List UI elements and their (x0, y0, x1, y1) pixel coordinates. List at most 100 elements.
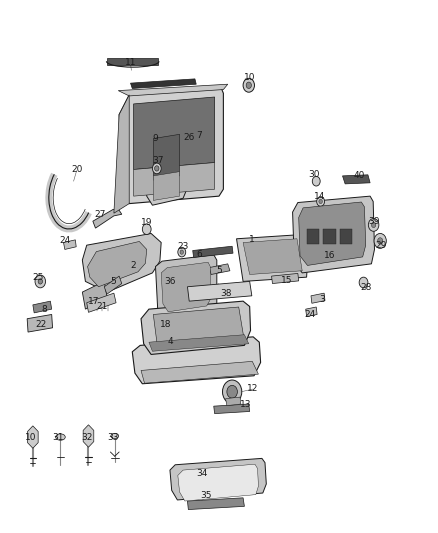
Polygon shape (311, 293, 325, 303)
Text: 22: 22 (35, 320, 46, 328)
Polygon shape (93, 209, 122, 228)
Polygon shape (104, 276, 122, 294)
Text: 40: 40 (353, 172, 365, 180)
Polygon shape (114, 95, 129, 213)
Polygon shape (64, 240, 76, 249)
Text: 36: 36 (164, 277, 176, 286)
Polygon shape (28, 426, 38, 448)
Text: 18: 18 (160, 320, 171, 328)
Ellipse shape (56, 434, 65, 440)
Text: 2: 2 (131, 261, 136, 270)
Text: 24: 24 (304, 310, 316, 319)
Text: 12: 12 (247, 384, 258, 392)
Ellipse shape (319, 199, 322, 204)
Polygon shape (153, 172, 180, 200)
Text: 7: 7 (196, 132, 202, 140)
Text: 3: 3 (319, 295, 325, 304)
Ellipse shape (368, 219, 379, 231)
Polygon shape (272, 273, 299, 284)
Polygon shape (293, 196, 374, 273)
Polygon shape (153, 134, 180, 180)
Ellipse shape (374, 233, 386, 248)
Ellipse shape (378, 238, 383, 244)
Ellipse shape (227, 385, 237, 398)
Polygon shape (187, 498, 244, 510)
Text: 35: 35 (200, 491, 212, 500)
Text: 37: 37 (152, 157, 163, 165)
Polygon shape (214, 404, 250, 414)
Ellipse shape (35, 275, 46, 288)
Text: 17: 17 (88, 297, 100, 306)
Polygon shape (131, 79, 196, 88)
Polygon shape (118, 84, 228, 96)
Polygon shape (153, 307, 244, 349)
Text: 20: 20 (71, 165, 82, 174)
Polygon shape (82, 281, 107, 309)
Text: 33: 33 (107, 433, 119, 441)
Ellipse shape (243, 78, 254, 92)
Text: 14: 14 (314, 192, 325, 200)
Text: 8: 8 (41, 305, 47, 313)
Text: 38: 38 (220, 289, 231, 297)
Polygon shape (237, 235, 309, 281)
Text: 23: 23 (177, 242, 189, 251)
Ellipse shape (371, 222, 376, 228)
Text: 10: 10 (244, 73, 255, 82)
Polygon shape (187, 281, 252, 301)
Text: 11: 11 (125, 59, 136, 67)
Polygon shape (134, 163, 215, 196)
Polygon shape (27, 314, 53, 332)
Text: 24: 24 (59, 237, 71, 245)
Polygon shape (155, 255, 217, 319)
Polygon shape (88, 241, 147, 287)
Text: 10: 10 (25, 433, 36, 441)
Polygon shape (340, 229, 352, 244)
Polygon shape (33, 301, 52, 313)
Ellipse shape (155, 166, 159, 171)
Text: 15: 15 (281, 276, 293, 285)
Ellipse shape (180, 250, 184, 254)
Polygon shape (299, 202, 366, 265)
Polygon shape (161, 262, 210, 312)
Text: 5: 5 (110, 277, 116, 286)
Text: 39: 39 (369, 217, 380, 225)
Ellipse shape (246, 82, 251, 88)
Text: 27: 27 (94, 210, 106, 219)
Text: 34: 34 (196, 469, 207, 478)
Ellipse shape (312, 176, 320, 186)
Ellipse shape (152, 163, 161, 174)
Text: 16: 16 (324, 252, 335, 260)
Text: 28: 28 (360, 284, 371, 292)
Polygon shape (141, 301, 251, 354)
Ellipse shape (142, 224, 151, 235)
Polygon shape (132, 337, 261, 384)
Ellipse shape (317, 197, 325, 206)
Polygon shape (119, 88, 223, 204)
Text: 25: 25 (33, 273, 44, 281)
Polygon shape (306, 307, 317, 317)
Text: 26: 26 (184, 133, 195, 142)
Polygon shape (243, 239, 302, 274)
Polygon shape (134, 97, 215, 169)
Polygon shape (107, 58, 158, 65)
Text: 1: 1 (249, 236, 255, 244)
Polygon shape (149, 335, 249, 351)
Text: 21: 21 (96, 302, 108, 311)
Ellipse shape (38, 279, 42, 284)
Text: 19: 19 (141, 219, 152, 227)
Polygon shape (87, 293, 116, 312)
Polygon shape (145, 127, 186, 205)
Ellipse shape (178, 247, 186, 257)
Polygon shape (343, 175, 370, 184)
Polygon shape (170, 458, 266, 500)
Polygon shape (307, 229, 319, 244)
Ellipse shape (223, 380, 242, 403)
Polygon shape (83, 425, 94, 447)
Text: 5: 5 (216, 266, 222, 275)
Polygon shape (178, 464, 258, 501)
Polygon shape (82, 233, 161, 292)
Polygon shape (141, 361, 258, 383)
Text: 32: 32 (81, 433, 92, 441)
Ellipse shape (111, 433, 119, 439)
Ellipse shape (359, 277, 368, 288)
